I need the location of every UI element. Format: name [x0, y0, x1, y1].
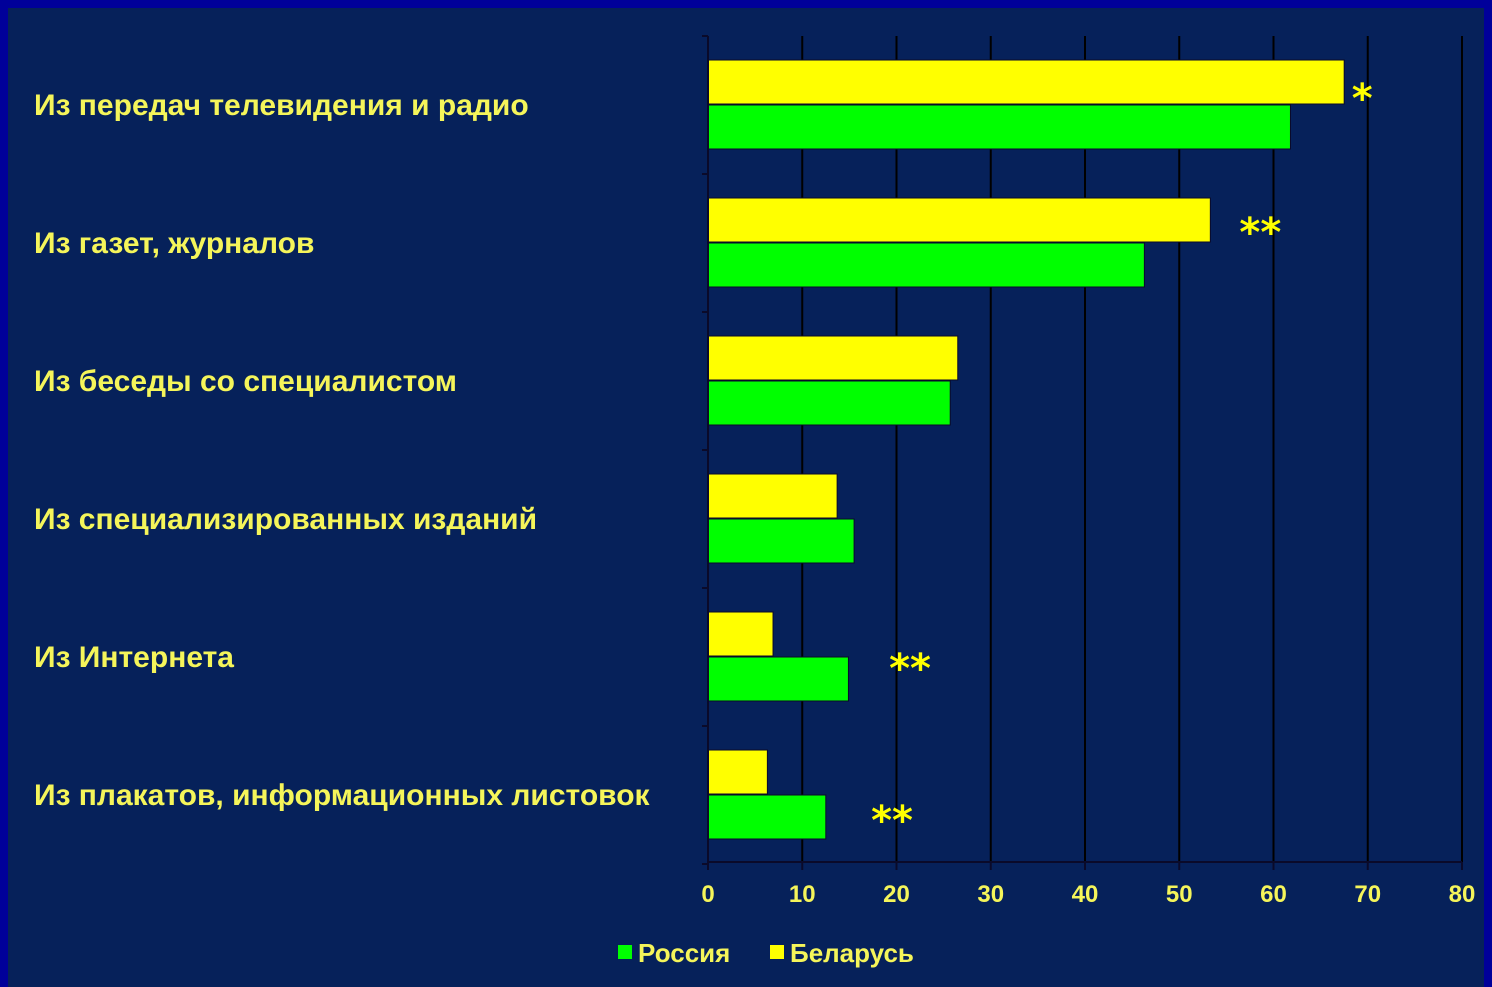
bar-russia [707, 380, 951, 426]
bars [707, 59, 1345, 840]
x-tick-label: 70 [1354, 881, 1381, 908]
x-tick-label: 60 [1260, 881, 1287, 908]
bar-russia [707, 242, 1145, 288]
x-tick-labels: 0 10 20 30 40 50 60 70 80 [701, 881, 1475, 908]
x-tick-label: 50 [1166, 881, 1193, 908]
significance-asterisk: ** [1239, 210, 1281, 256]
category-label: Из специализированных изданий [34, 503, 537, 536]
legend-swatch [770, 945, 784, 959]
bar-russia [707, 656, 849, 702]
bar-belarus [707, 611, 774, 657]
bar-russia [707, 104, 1291, 150]
legend: Россия Беларусь [618, 938, 914, 968]
bar-belarus [707, 749, 768, 795]
bar-russia [707, 794, 827, 840]
significance-asterisk: * [1352, 76, 1373, 122]
x-tick-label: 30 [977, 881, 1004, 908]
axes [702, 35, 1463, 870]
legend-label: Беларусь [790, 938, 914, 968]
significance-annotations: ******* [871, 76, 1373, 844]
gridlines [801, 36, 1463, 862]
bar-belarus [707, 335, 959, 381]
bar-belarus [707, 473, 838, 519]
x-tick-label: 80 [1449, 881, 1476, 908]
category-label: Из беседы со специалистом [34, 365, 457, 398]
bar-belarus [707, 59, 1345, 105]
category-label: Из передач телевидения и радио [34, 89, 529, 122]
category-labels: Из передач телевидения и радио Из газет, … [34, 89, 651, 812]
bar-russia [707, 518, 855, 564]
legend-label: Россия [638, 938, 730, 968]
legend-swatch [618, 945, 632, 959]
category-label: Из Интернета [34, 641, 234, 674]
x-tick-label: 10 [789, 881, 816, 908]
x-tick-label: 20 [883, 881, 910, 908]
bar-belarus [707, 197, 1211, 243]
x-tick-label: 0 [701, 881, 714, 908]
category-label: Из газет, журналов [34, 227, 314, 260]
significance-asterisk: ** [871, 798, 913, 844]
x-tick-label: 40 [1072, 881, 1099, 908]
significance-asterisk: ** [889, 646, 931, 692]
category-label: Из плакатов, информационных листовок [34, 779, 651, 812]
